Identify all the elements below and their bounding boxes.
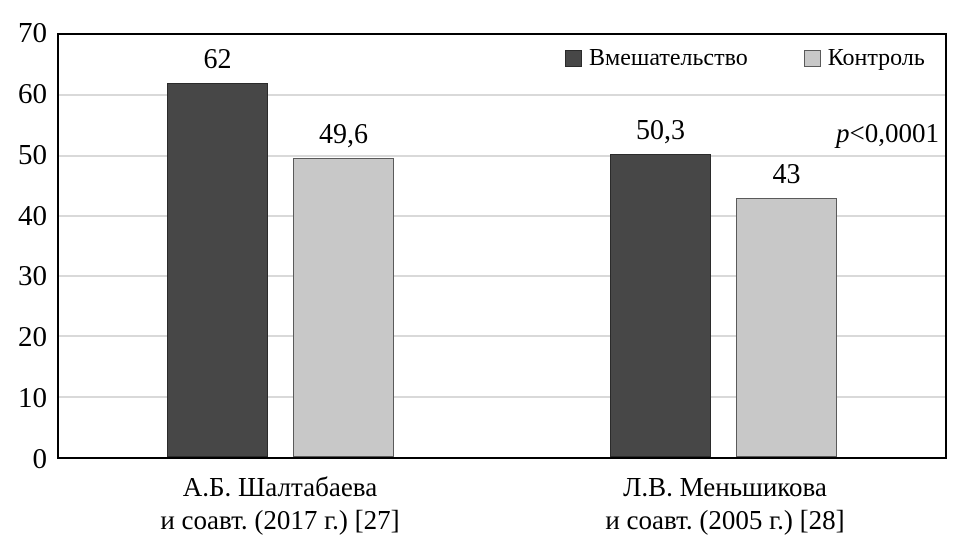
category-label-shaltabaeva: А.Б. Шалтабаева и соавт. (2017 г.) [27] — [60, 471, 500, 537]
category-label-line: и соавт. (2005 г.) [28] — [605, 505, 845, 535]
gridline — [59, 335, 945, 338]
gridline — [59, 154, 945, 157]
y-axis-tick-label: 50 — [18, 138, 47, 171]
bar-value-label: 43 — [772, 158, 801, 190]
bar-value-label: 50,3 — [636, 114, 685, 146]
p-value-text: <0,0001 — [849, 118, 939, 148]
bar-control — [293, 157, 394, 457]
legend-label-control: Контроль — [827, 45, 925, 71]
y-axis-tick-label: 30 — [18, 260, 47, 293]
y-axis-tick-label: 40 — [18, 199, 47, 232]
gridline — [59, 395, 945, 398]
y-axis-tick-label: 0 — [32, 443, 48, 475]
y-axis-tick-label: 10 — [18, 382, 47, 415]
legend: Вмешательство Контроль — [565, 45, 925, 72]
bar-intervention — [167, 83, 268, 457]
category-label-line: А.Б. Шалтабаева — [182, 472, 378, 502]
plot-area: 62 49,6 50,3 43 Вмешательство Контроль p<0,… — [57, 33, 947, 459]
legend-item-control: Контроль — [803, 45, 925, 72]
y-axis-tick-label: 60 — [18, 77, 47, 110]
legend-swatch-intervention-icon — [565, 50, 582, 67]
p-value-symbol: p — [836, 118, 850, 148]
bar-control — [736, 197, 837, 457]
gridline — [59, 214, 945, 217]
category-label-line: Л.В. Меньшикова — [623, 472, 827, 502]
bar-value-label: 62 — [203, 44, 232, 76]
legend-label-intervention: Вмешательство — [589, 45, 748, 71]
gridline — [59, 94, 945, 97]
bar-intervention — [610, 153, 711, 457]
legend-swatch-control-icon — [803, 50, 821, 67]
category-label-menshikova: Л.В. Меньшикова и соавт. (2005 г.) [28] — [505, 471, 945, 537]
p-value-annotation: p<0,0001 — [836, 118, 939, 149]
bar-value-label: 49,6 — [319, 118, 368, 150]
category-label-line: и соавт. (2017 г.) [27] — [160, 505, 400, 535]
gridline — [59, 275, 945, 278]
legend-item-intervention: Вмешательство — [565, 45, 748, 72]
y-axis-tick-label: 20 — [18, 321, 47, 354]
y-axis-tick-label: 70 — [18, 17, 47, 49]
